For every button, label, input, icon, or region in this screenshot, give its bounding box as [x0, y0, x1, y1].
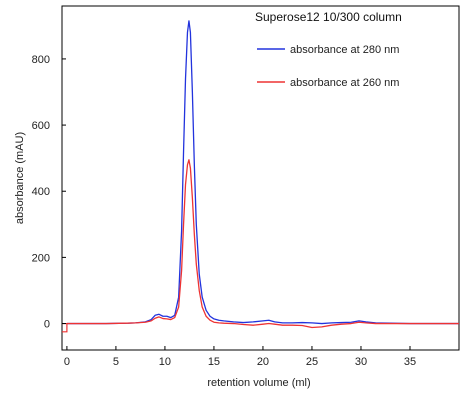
x-tick-label: 25 — [306, 356, 318, 368]
x-tick-label: 15 — [208, 356, 220, 368]
chart-title: Superose12 10/300 column — [255, 10, 402, 24]
x-tick-label: 20 — [257, 356, 269, 368]
y-tick-label: 400 — [32, 186, 50, 198]
injection-marker — [62, 322, 68, 333]
plot-frame — [61, 5, 460, 351]
y-axis-title: absorbance (mAU) — [14, 132, 26, 224]
x-tick-label: 5 — [113, 356, 119, 368]
series-line-260nm — [66, 159, 459, 329]
x-tick-label: 35 — [404, 356, 416, 368]
ticks-layer: 0 5 10 15 20 25 30 35 0 200 400 600 800 — [32, 54, 416, 368]
x-tick-label: 30 — [355, 356, 367, 368]
plot-border — [61, 5, 460, 351]
y-tick-label: 600 — [32, 120, 50, 132]
x-axis-title: retention volume (ml) — [207, 377, 310, 389]
y-tick-label: 800 — [32, 54, 50, 66]
legend-label-280nm: absorbance at 280 nm — [290, 44, 399, 56]
series-line-280nm — [66, 20, 459, 325]
series-layer — [62, 20, 459, 333]
x-tick-label: 0 — [64, 356, 70, 368]
y-tick-label: 200 — [32, 252, 50, 264]
x-tick-label: 10 — [159, 356, 171, 368]
legend-label-260nm: absorbance at 260 nm — [290, 77, 399, 89]
legend: absorbance at 280 nm absorbance at 260 n… — [257, 44, 399, 89]
y-tick-label: 0 — [44, 319, 50, 331]
